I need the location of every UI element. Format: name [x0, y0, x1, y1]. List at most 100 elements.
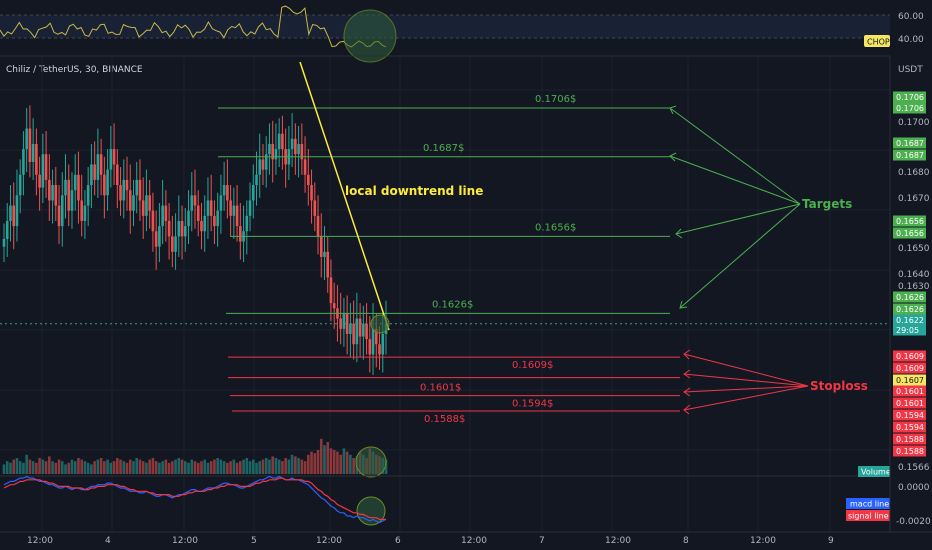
symbol-header: Chiliz / TetherUS, 30, BINANCE: [6, 65, 143, 75]
time-tick: 9: [828, 536, 834, 546]
volume-bar: [54, 462, 58, 474]
candle-body: [271, 143, 274, 160]
volume-bar: [145, 462, 148, 474]
candle-body: [352, 323, 355, 345]
candle-body: [290, 138, 294, 150]
price-badge: [893, 215, 926, 227]
price-badge: [893, 137, 926, 149]
volume-bar: [342, 448, 346, 474]
candle-body: [374, 328, 378, 345]
candle-body: [349, 323, 352, 334]
volume-bar: [196, 462, 200, 474]
target-price-label: 0.1687$: [423, 143, 464, 154]
chop-panel: 60.00 40.00 CHOP: [0, 5, 924, 63]
price-axis[interactable]: USDT 0.1700 0.1680 0.1670 0.1650 0.1640 …: [889, 56, 930, 532]
volume-bar: [86, 462, 90, 474]
candle-body: [90, 164, 93, 186]
candle-body: [145, 195, 148, 216]
macd-panel: 0.0000 -0.0020 macd line signal line: [0, 475, 931, 527]
candle-body: [310, 185, 313, 201]
volume-bar: [203, 459, 207, 474]
volume-bar: [242, 459, 245, 474]
volume-bar: [12, 459, 16, 474]
volume-bar: [329, 448, 333, 474]
candle-body: [38, 174, 41, 188]
volume-bar: [25, 454, 28, 474]
candle-body: [9, 205, 12, 221]
price-badge: [893, 291, 926, 303]
volume-highlight-circle: [355, 446, 387, 478]
price-badge-label: 0.1622: [896, 316, 924, 325]
volume-bar: [226, 462, 229, 474]
volume-bar: [222, 461, 226, 474]
macd-legend-badge: [846, 498, 890, 509]
candle-body: [48, 179, 51, 201]
candle-body: [362, 323, 365, 337]
volume-bar: [307, 454, 310, 474]
volume-bar: [200, 461, 203, 474]
candle-body: [122, 179, 126, 201]
candle-body: [319, 236, 323, 257]
macd-tick-neg: -0.0020: [896, 517, 931, 527]
volume-bar: [135, 458, 139, 474]
candle-body: [5, 220, 9, 239]
price-axis-unit: USDT: [898, 65, 923, 75]
price-tick: 0.1650: [898, 244, 930, 254]
candle-body: [99, 154, 103, 175]
volume-bar: [138, 459, 142, 474]
candle-body: [151, 210, 155, 232]
price-badge-label: 0.1706: [896, 104, 924, 113]
volume-bar: [148, 459, 151, 474]
volume-bar: [251, 459, 255, 474]
volume-bar: [51, 461, 54, 474]
volume-bar: [345, 451, 349, 474]
price-highlight-circle: [370, 314, 390, 334]
candle-body: [112, 149, 116, 165]
candle-body: [277, 133, 281, 150]
candle-body: [294, 138, 297, 155]
volume-bar: [167, 462, 171, 474]
candle-body: [345, 313, 349, 334]
volume-bar: [9, 462, 12, 474]
candle-body: [222, 185, 226, 196]
target-arrow-4: [679, 203, 801, 309]
volume-bar: [132, 461, 135, 474]
time-tick: 12:00: [605, 536, 631, 546]
price-badge-label: 0.1626: [896, 305, 924, 314]
volume-bar: [57, 459, 61, 474]
price-badge: [893, 362, 926, 374]
price-badge-label: 0.1594: [896, 411, 924, 420]
candle-body: [342, 313, 346, 329]
target-arrow-2: [669, 155, 801, 205]
volume-bar: [277, 459, 281, 474]
volume-bar: [313, 453, 317, 474]
stop-arrow-2: [683, 373, 809, 387]
volume-bar: [319, 438, 323, 474]
volume-bar: [287, 459, 291, 474]
price-badge: [893, 445, 926, 457]
candle-body: [80, 200, 83, 221]
stoploss-price-label: 0.1609$: [512, 360, 553, 371]
target-arrowhead-2: [669, 152, 677, 162]
stoploss-price-label: 0.1594$: [512, 399, 553, 410]
stop-arrowhead-3: [683, 387, 691, 397]
chop-badge: [864, 35, 890, 47]
candle-body: [235, 205, 239, 227]
candle-body: [51, 185, 54, 201]
candle-body: [251, 185, 255, 201]
candle-body: [258, 159, 262, 175]
price-tick: 0.1630: [898, 282, 930, 292]
chop-highlight-circle: [343, 9, 397, 63]
volume-bar: [261, 459, 265, 474]
macd-legend-label: macd line: [850, 500, 889, 509]
volume-bar: [116, 458, 119, 474]
time-tick: 5: [251, 536, 257, 546]
candle-body: [232, 205, 236, 216]
volume-bar: [183, 461, 187, 474]
candle-body: [135, 179, 139, 196]
price-badge-label: 0.1626: [896, 293, 924, 302]
volume-bar: [119, 459, 122, 474]
time-axis[interactable]: 12:00 4 12:00 5 12:00 6 12:00 7 12:00 8 …: [0, 531, 932, 546]
volume-bar: [122, 461, 126, 474]
candle-body: [239, 226, 242, 242]
